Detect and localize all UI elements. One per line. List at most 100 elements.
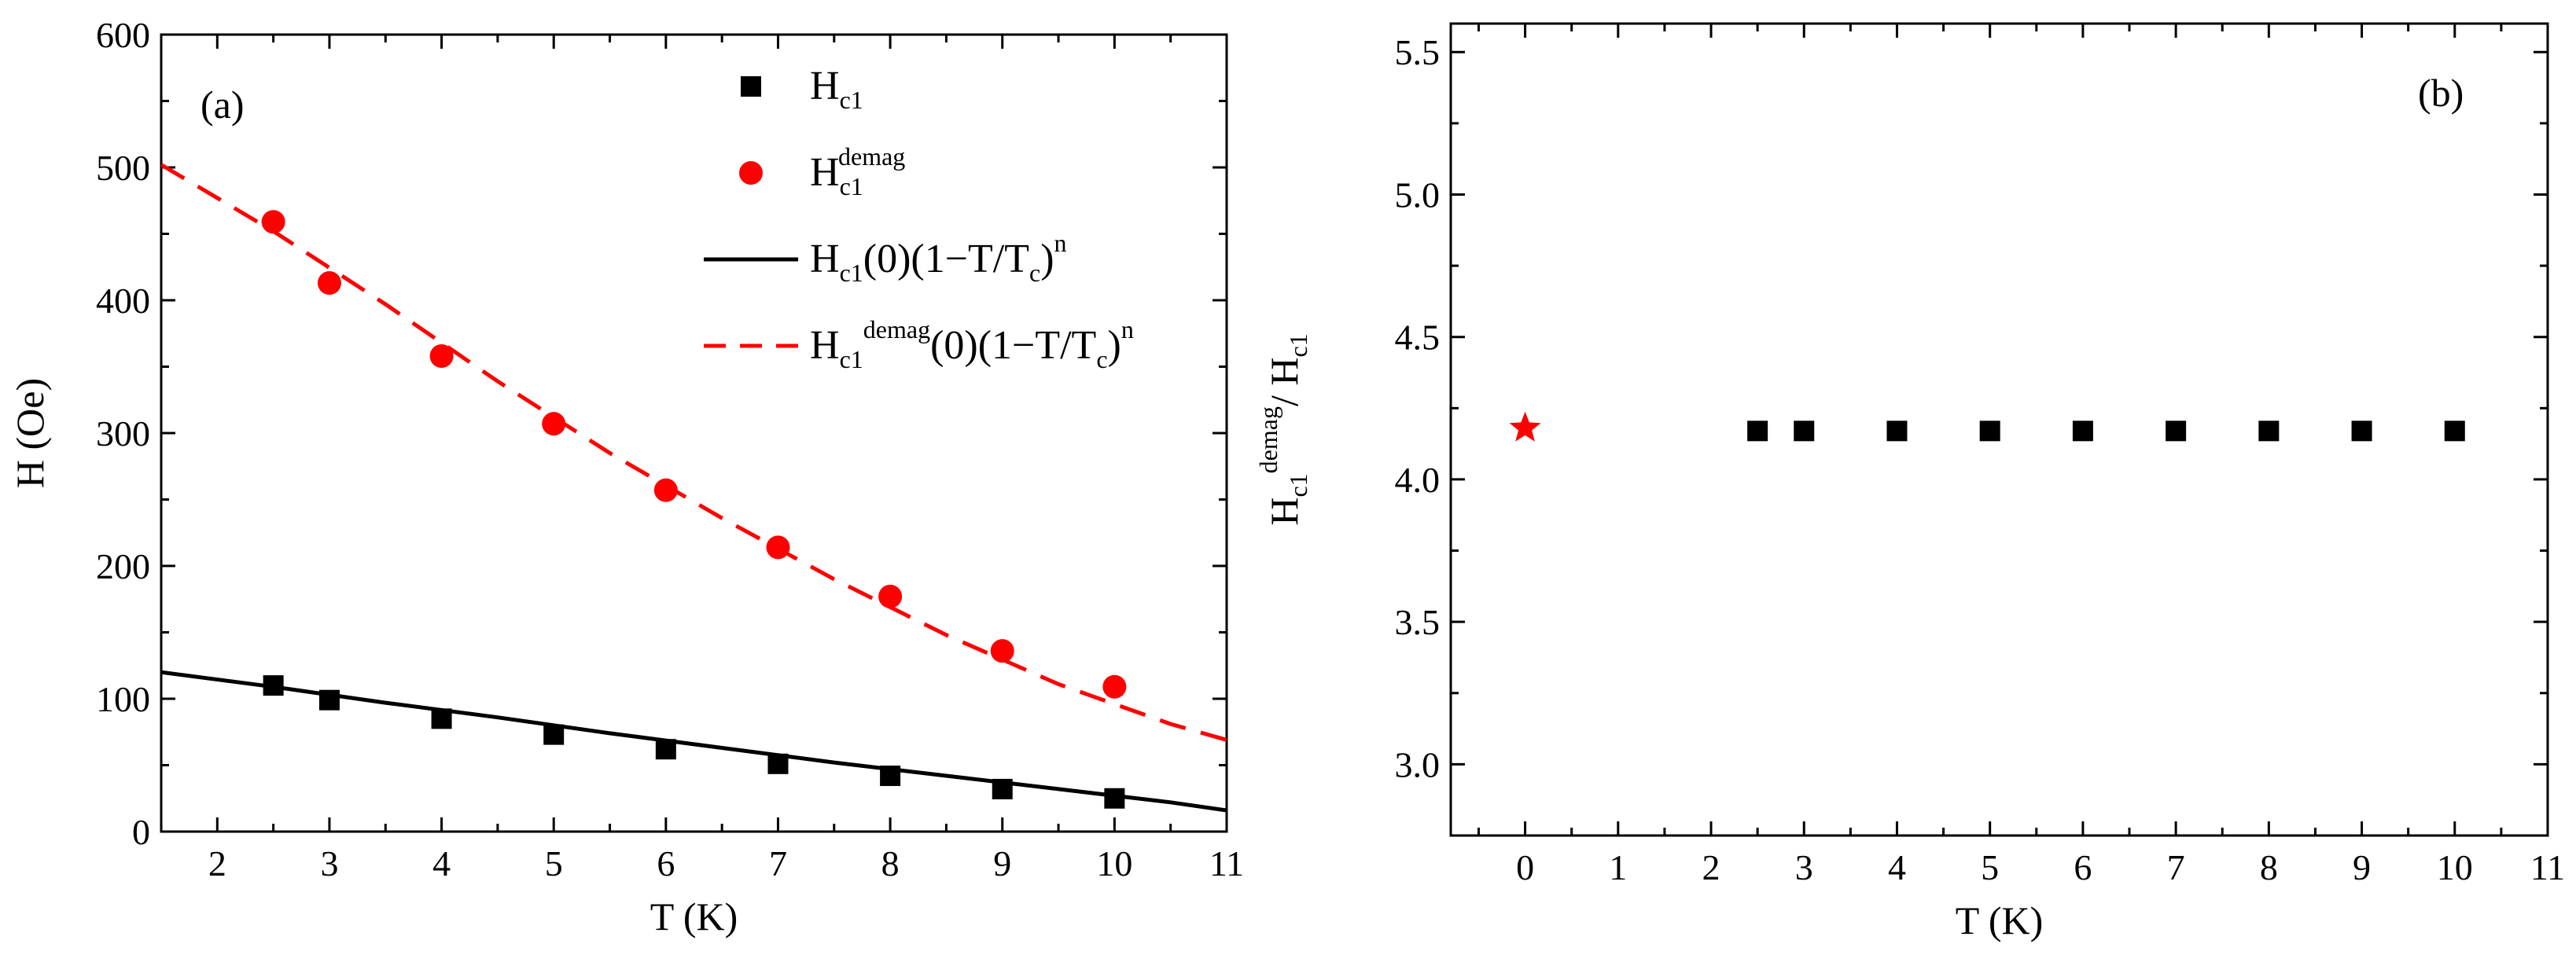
y-tick-label: 100 <box>96 679 150 719</box>
legend-label-part: H <box>810 150 840 195</box>
legend-label-sup: demag <box>838 142 905 171</box>
legend-label-part: (0)(1−T/T <box>930 323 1096 368</box>
x-tick-label: 7 <box>2167 847 2185 887</box>
legend-label-part: H <box>810 237 840 281</box>
y-axis-label-part: demag <box>1254 406 1282 473</box>
x-tick-label: 4 <box>1888 847 1906 887</box>
x-tick-label: 2 <box>1702 847 1720 887</box>
legend-label-part: ) <box>1040 237 1054 281</box>
x-tick-label: 7 <box>769 843 787 883</box>
data-point-hc1-demag <box>990 639 1014 663</box>
x-axis-label: T (K) <box>650 894 738 938</box>
data-point-hc1 <box>543 724 565 745</box>
legend-label-part: (0)(1−T/T <box>863 237 1029 281</box>
data-point-hc1 <box>767 753 789 774</box>
legend-label-part: n <box>1054 229 1067 257</box>
x-tick-label: 2 <box>208 843 226 883</box>
y-axis-label: H (Oe) <box>8 378 52 488</box>
y-axis-label-part: c1 <box>1284 333 1312 357</box>
x-axis-label: T (K) <box>1956 898 2044 942</box>
legend-label-part: c1 <box>840 259 863 287</box>
data-point-hc1-demag <box>1102 674 1127 699</box>
legend-label-part: c <box>1029 259 1040 287</box>
legend-label: Hc1(0)(1−T/Tc)n <box>810 229 1067 287</box>
x-tick-label: 4 <box>432 843 451 883</box>
x-tick-label: 5 <box>545 843 563 883</box>
data-point-ratio <box>2351 421 2372 442</box>
data-point-ratio <box>2072 421 2093 442</box>
legend-label-part: c1 <box>840 86 863 114</box>
y-axis-label: Hc1demag/ Hc1 <box>1254 333 1312 525</box>
panel-a-chart: 2 3 4 5 6 7 8 9 10 11 0 100 200 300 400 500 600 T (K) H (O… <box>8 15 1244 938</box>
data-point-ratio <box>2166 421 2187 442</box>
x-tick-label: 10 <box>1096 843 1132 883</box>
y-tick-label: 400 <box>96 281 150 321</box>
y-tick-label: 300 <box>96 413 150 454</box>
data-point-hc1 <box>318 689 340 711</box>
y-tick-label: 5.5 <box>1395 32 1441 72</box>
x-tick-label: 8 <box>881 843 900 883</box>
data-point-ratio <box>1794 421 1815 442</box>
legend-label-part: demag <box>863 315 930 343</box>
legend-label-part: ) <box>1108 323 1121 368</box>
x-tick-label: 8 <box>2260 847 2278 887</box>
data-point-ratio-at-0-k <box>1509 411 1541 442</box>
x-tick-label: 6 <box>657 843 675 883</box>
legend-label-part: c1 <box>840 345 863 373</box>
panel-label: (a) <box>201 83 245 127</box>
data-point-hc1 <box>655 739 676 760</box>
y-axis-label-part: / H <box>1262 358 1306 407</box>
data-point-hc1-demag <box>261 210 285 234</box>
data-point-hc1-demag <box>317 271 341 296</box>
data-point-ratio <box>1747 421 1768 442</box>
y-tick-label: 5.0 <box>1395 174 1441 215</box>
data-point-hc1 <box>263 675 284 696</box>
y-tick-label: 3.5 <box>1395 602 1441 642</box>
plot-frame-a <box>160 33 1228 833</box>
x-tick-label: 3 <box>1795 847 1813 887</box>
data-point-hc1-demag <box>878 584 903 608</box>
x-tick-label: 9 <box>993 843 1011 883</box>
data-point-hc1 <box>431 708 452 729</box>
x-tick-label: 3 <box>320 843 338 883</box>
series-line-hc1-demag-fit <box>161 163 1227 742</box>
x-tick-label: 1 <box>1609 847 1627 887</box>
legend-symbol <box>739 161 763 185</box>
y-tick-label: 0 <box>132 812 150 852</box>
data-point-hc1-demag <box>653 478 678 502</box>
data-point-hc1 <box>880 766 901 787</box>
data-point-ratio <box>1886 421 1908 442</box>
x-tick-label: 11 <box>2530 847 2565 887</box>
legend-label: Hc1demag(0)(1−T/Tc)n <box>810 315 1134 373</box>
y-tick-label: 3.0 <box>1395 744 1441 784</box>
legend-label-part: c <box>1096 345 1107 373</box>
y-tick-label: 4.5 <box>1395 318 1441 358</box>
legend-label: Hc1demag <box>810 142 905 200</box>
panel-label: (b) <box>2418 71 2464 115</box>
series-line-hc1-fit <box>161 670 1227 813</box>
y-tick-label: 600 <box>96 15 150 55</box>
x-tick-label: 9 <box>2353 847 2371 887</box>
panel-b-chart: 0 1 2 3 4 5 6 7 8 9 10 11 3.0 3.5 4.0 4.5 5.0 5.5 T (K) Hc1… <box>1254 22 2565 942</box>
y-axis-label-part: c1 <box>1284 473 1312 497</box>
data-point-hc1-demag <box>766 535 790 560</box>
data-point-ratio <box>1979 421 2000 442</box>
legend-label-part: n <box>1121 315 1134 343</box>
x-tick-label: 11 <box>1209 843 1244 883</box>
x-tick-label: 10 <box>2437 847 2473 887</box>
x-tick-label: 6 <box>2074 847 2092 887</box>
legend-label: Hc1 <box>810 64 863 114</box>
data-point-hc1-demag <box>542 412 566 436</box>
y-axis-label-part: H <box>1262 498 1306 526</box>
x-tick-label: 5 <box>1981 847 1999 887</box>
x-tick-label: 0 <box>1516 847 1534 887</box>
y-tick-label: 500 <box>96 148 150 188</box>
legend-label-part: H <box>810 64 840 108</box>
y-tick-label: 4.0 <box>1395 460 1441 500</box>
data-point-hc1 <box>992 778 1013 799</box>
y-tick-label: 200 <box>96 546 150 586</box>
legend-label-part: c1 <box>840 172 863 200</box>
plot-frame-b <box>1449 22 2549 837</box>
data-point-hc1-demag <box>429 343 454 368</box>
legend-label-part: H <box>810 323 840 368</box>
